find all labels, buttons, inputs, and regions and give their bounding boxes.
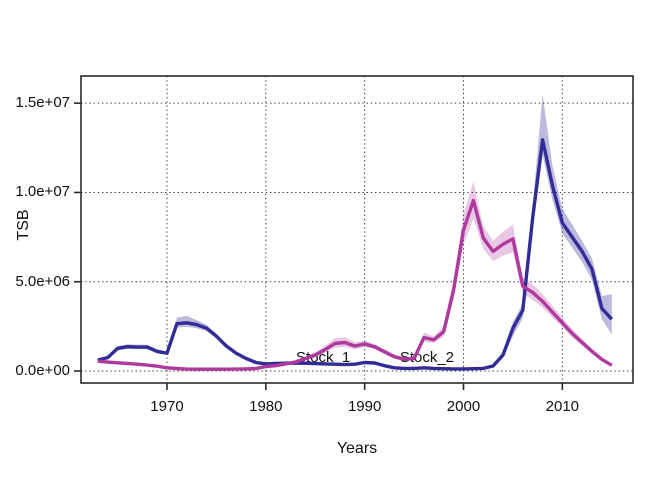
- series-label-stock_1: Stock_1: [296, 348, 351, 366]
- x-tick-label: 1970: [150, 398, 184, 415]
- x-tick-label: 1980: [249, 398, 283, 415]
- y-tick-label: 5.0e+06: [15, 272, 70, 290]
- x-tick-label: 1990: [347, 398, 382, 415]
- y-tick-label: 1.0e+07: [15, 183, 70, 201]
- x-tick-label: 2000: [446, 398, 481, 415]
- confidence-band-stock_2: [97, 181, 612, 370]
- y-tick-label: 1.5e+07: [15, 94, 70, 112]
- series-line-stock_2: [97, 198, 613, 371]
- plot-frame: [80, 75, 634, 384]
- y-tick-label: 0.0e+00: [15, 362, 70, 380]
- x-axis-label: Years: [336, 440, 378, 457]
- x-tick-label: 2010: [545, 398, 580, 415]
- series-line-stock_1: [97, 138, 614, 371]
- series-label-stock_2: Stock_2: [399, 348, 455, 366]
